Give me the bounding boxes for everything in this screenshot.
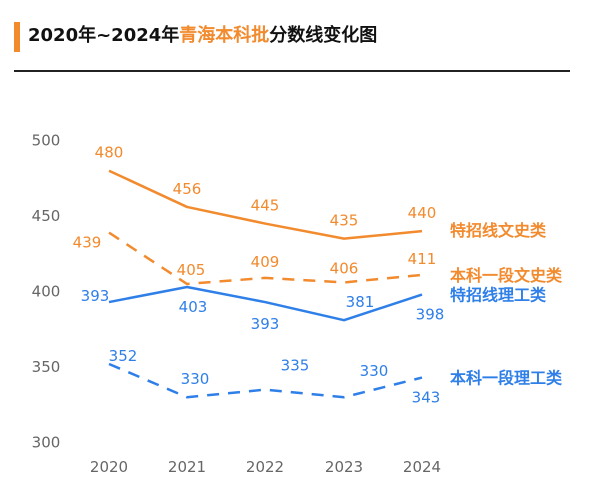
x-tick-label-2022: 2022 (246, 458, 284, 476)
data-label-blue-solid-2023: 381 (346, 293, 375, 311)
x-tick-label-2021: 2021 (168, 458, 206, 476)
title-rule (14, 70, 570, 72)
y-tick-label-500: 500 (32, 132, 61, 150)
data-label-orange-dashed-2024: 411 (408, 250, 437, 268)
data-label-orange-solid-2024: 440 (408, 204, 437, 222)
data-label-blue-dashed-2023: 330 (360, 362, 389, 380)
x-tick-label-2023: 2023 (325, 458, 363, 476)
title-accent-bar (14, 22, 20, 52)
series-label-blue-solid: 特招线理工类 (450, 286, 547, 305)
data-label-blue-dashed-2022: 335 (281, 357, 310, 375)
data-label-orange-dashed-2023: 406 (330, 259, 359, 277)
title-part1: 2020年~2024年 (28, 25, 180, 46)
data-label-orange-dashed-2021: 405 (177, 261, 206, 279)
series-label-orange-solid: 特招线文史类 (450, 221, 547, 240)
data-label-orange-solid-2023: 435 (330, 212, 359, 230)
data-label-blue-solid-2020: 393 (81, 287, 110, 305)
data-label-orange-solid-2021: 456 (173, 180, 202, 198)
y-tick-label-350: 350 (32, 358, 61, 376)
series-line-orange-dashed (108, 231, 423, 286)
data-label-blue-solid-2021: 403 (179, 298, 208, 316)
data-label-blue-dashed-2020: 352 (109, 347, 138, 365)
title-highlight: 青海本科批 (179, 25, 270, 46)
data-label-blue-solid-2024: 398 (416, 306, 445, 324)
chart-header: 2020年~2024年青海本科批分数线变化图 (0, 0, 592, 76)
data-label-orange-solid-2020: 480 (95, 144, 124, 162)
data-label-orange-dashed-2022: 409 (251, 253, 280, 271)
data-label-orange-solid-2022: 445 (251, 197, 280, 215)
data-label-blue-solid-2022: 393 (251, 315, 280, 333)
data-label-orange-dashed-2020: 439 (73, 234, 102, 252)
series-label-orange-dashed: 本科一段文史类 (450, 266, 563, 285)
data-label-blue-dashed-2024: 343 (412, 389, 441, 407)
y-tick-label-450: 450 (32, 207, 61, 225)
data-label-blue-dashed-2021: 330 (181, 370, 210, 388)
series-line-blue-solid (108, 285, 423, 322)
chart-title: 2020年~2024年青海本科批分数线变化图 (28, 21, 377, 47)
y-tick-label-400: 400 (32, 283, 61, 301)
x-tick-label-2020: 2020 (90, 458, 128, 476)
x-tick-label-2024: 2024 (403, 458, 441, 476)
title-part2: 分数线变化图 (269, 25, 378, 46)
series-label-blue-dashed: 本科一段理工类 (450, 369, 563, 388)
series-line-orange-solid (108, 169, 423, 240)
y-tick-label-300: 300 (32, 434, 61, 452)
